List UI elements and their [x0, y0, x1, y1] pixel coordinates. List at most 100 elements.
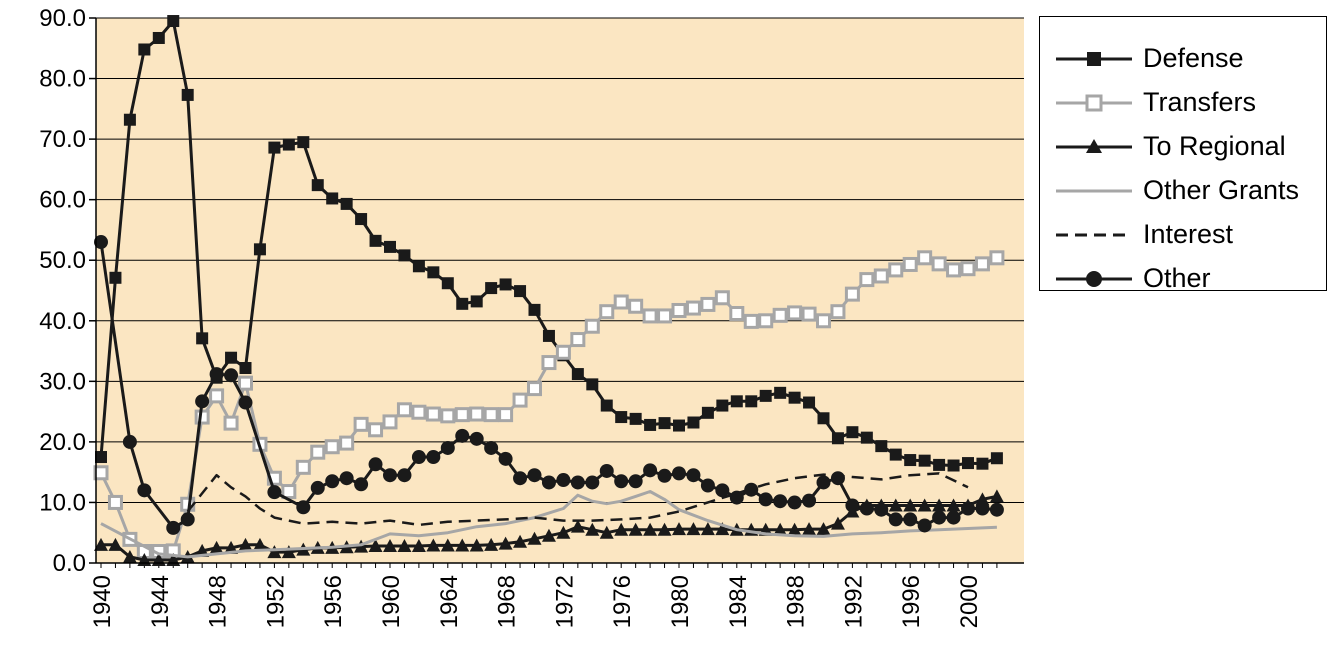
data-point	[209, 540, 224, 554]
data-point	[555, 344, 571, 360]
data-point	[570, 332, 586, 348]
y-tick-label: 70.0	[39, 126, 86, 153]
data-point	[483, 407, 499, 423]
data-point	[514, 285, 527, 298]
data-point	[209, 388, 225, 404]
data-point	[802, 493, 817, 508]
data-point	[933, 458, 946, 471]
data-point	[340, 197, 353, 210]
data-point	[817, 412, 830, 425]
data-point	[729, 490, 744, 505]
data-point	[499, 278, 512, 291]
line-chart: 0.010.020.030.040.050.060.070.080.090.0 …	[39, 5, 1024, 628]
data-point	[873, 268, 889, 284]
data-point	[903, 498, 918, 512]
plot-area	[96, 18, 1024, 563]
y-tick-label: 60.0	[39, 187, 86, 214]
legend-swatch-transfers	[1056, 94, 1132, 112]
data-point	[137, 483, 152, 498]
data-point	[614, 474, 629, 489]
data-point	[138, 43, 151, 56]
data-point	[628, 474, 643, 489]
data-point	[167, 15, 180, 28]
data-point	[166, 520, 181, 535]
data-point	[975, 492, 990, 506]
data-point	[976, 457, 989, 470]
data-point	[657, 522, 672, 536]
legend-swatch-other-grants	[1056, 189, 1132, 193]
data-point	[310, 444, 326, 460]
data-point	[556, 525, 571, 539]
data-point	[411, 450, 426, 465]
x-tick-label: 1940	[89, 575, 116, 628]
data-point	[902, 256, 918, 272]
data-point	[570, 475, 585, 490]
data-point	[888, 512, 903, 527]
data-point	[615, 411, 628, 424]
series-defense	[95, 15, 1003, 472]
data-point	[268, 141, 281, 154]
legend-swatch-to-regional	[1056, 139, 1132, 153]
data-point	[223, 415, 239, 431]
data-point	[745, 395, 758, 408]
data-point	[859, 272, 875, 288]
data-point	[441, 277, 454, 290]
data-point	[109, 271, 122, 284]
data-point	[382, 414, 398, 430]
data-point	[355, 213, 368, 226]
data-point	[281, 484, 297, 500]
data-point	[412, 260, 425, 273]
legend-item-defense: Defense	[1040, 37, 1326, 81]
data-point	[599, 304, 615, 320]
data-point	[787, 495, 802, 510]
legend-label-defense: Defense	[1143, 43, 1244, 73]
data-point	[440, 538, 455, 552]
data-point	[368, 539, 383, 553]
legend-item-interest: Interest	[1040, 213, 1326, 257]
data-point	[541, 528, 556, 542]
y-tick-label: 50.0	[39, 247, 86, 274]
legend-label-interest: Interest	[1143, 219, 1234, 249]
data-point	[830, 471, 845, 486]
data-point	[685, 300, 701, 316]
data-point	[773, 522, 788, 536]
data-point	[917, 518, 932, 533]
data-point	[324, 439, 340, 455]
data-point	[541, 475, 556, 490]
data-point	[571, 368, 584, 381]
x-tick-label: 1980	[667, 575, 694, 628]
data-point	[195, 394, 210, 409]
data-point	[758, 492, 773, 507]
data-point	[296, 500, 311, 515]
data-point	[398, 249, 411, 262]
data-point	[846, 426, 859, 439]
x-tick-label: 1976	[609, 575, 636, 628]
series-other-grants	[100, 490, 997, 559]
data-point	[658, 417, 671, 430]
data-point	[369, 234, 382, 247]
data-point	[599, 525, 614, 539]
chart-legend: Defense Transfers To Regional Other Gran…	[1039, 16, 1327, 293]
data-point	[297, 136, 310, 149]
data-point	[946, 498, 961, 512]
data-point	[528, 303, 541, 316]
data-point	[816, 475, 831, 490]
data-point	[600, 399, 613, 412]
data-point	[975, 501, 990, 516]
data-point	[830, 516, 845, 530]
data-point	[556, 473, 571, 488]
data-point	[584, 318, 600, 334]
data-point	[238, 537, 253, 551]
data-point	[831, 432, 844, 445]
data-point	[642, 308, 658, 324]
data-point	[844, 286, 860, 302]
data-point	[123, 113, 136, 126]
y-tick-label: 10.0	[39, 489, 86, 516]
data-point	[94, 235, 108, 250]
x-tick-label: 1996	[898, 575, 925, 628]
data-point	[643, 463, 658, 478]
data-point	[787, 305, 803, 321]
data-point	[512, 392, 528, 408]
data-point	[845, 498, 860, 513]
y-tick-label: 90.0	[39, 5, 86, 32]
